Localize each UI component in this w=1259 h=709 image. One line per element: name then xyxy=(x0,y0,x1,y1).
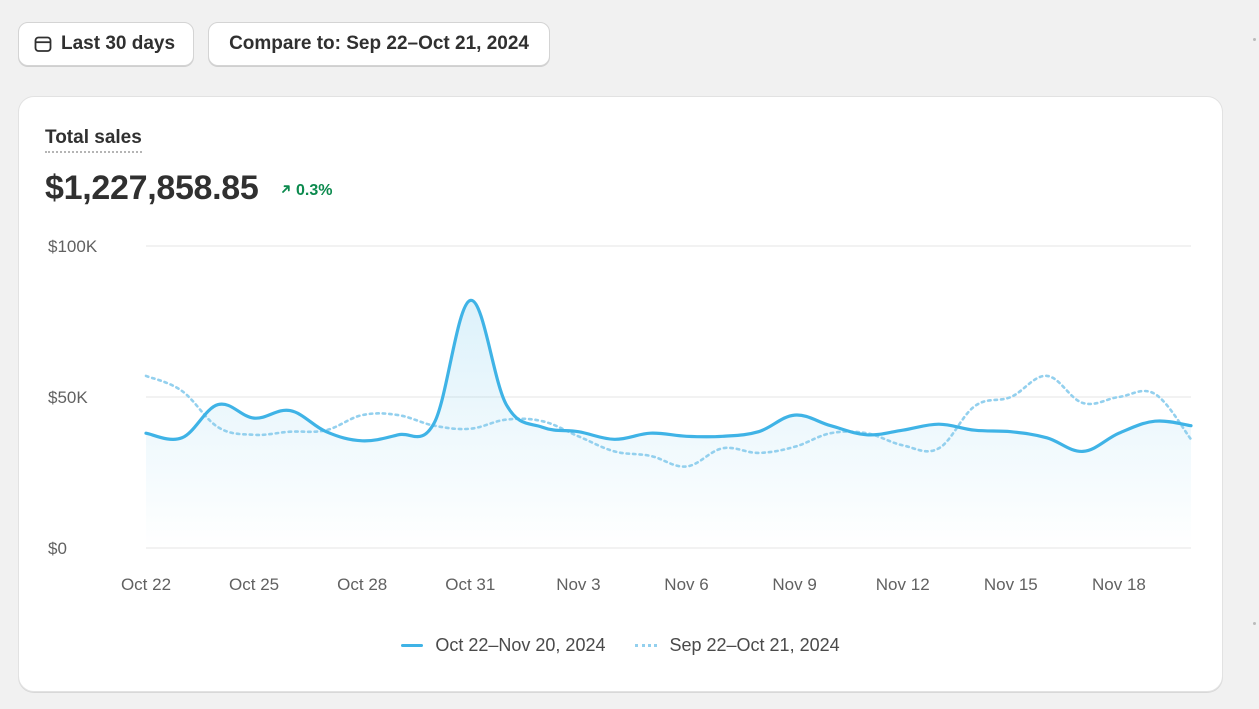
series-current-area xyxy=(146,300,1191,548)
series-current-line xyxy=(144,298,1193,454)
x-tick-label: Oct 25 xyxy=(229,575,279,594)
metric-value: $1,227,858.85 xyxy=(45,169,259,207)
metric-change-value: 0.3% xyxy=(296,182,333,199)
total-sales-card: Total sales $1,227,858.85 0.3% $0 $50K $10… xyxy=(18,96,1223,692)
edge-dot xyxy=(1253,38,1256,41)
edge-dot xyxy=(1253,622,1256,625)
date-range-button[interactable]: Last 30 days xyxy=(18,22,195,66)
legend-item-comparison[interactable]: Sep 22–Oct 21, 2024 xyxy=(635,635,840,656)
chart-legend: Oct 22–Nov 20, 2024 Sep 22–Oct 21, 2024 xyxy=(19,635,1222,656)
toolbar: Last 30 days Compare to: Sep 22–Oct 21, … xyxy=(18,22,550,66)
legend-item-current[interactable]: Oct 22–Nov 20, 2024 xyxy=(401,635,605,656)
x-tick-label: Oct 28 xyxy=(337,575,387,594)
metric-title[interactable]: Total sales xyxy=(45,127,142,153)
x-tick-label: Nov 6 xyxy=(664,575,708,594)
compare-label: Compare to: Sep 22–Oct 21, 2024 xyxy=(229,33,529,54)
y-tick-label: $100K xyxy=(48,237,98,256)
legend-swatch-dotted xyxy=(635,644,658,647)
x-tick-label: Nov 3 xyxy=(556,575,600,594)
y-tick-label: $0 xyxy=(48,539,67,558)
sales-line-chart: $0 $50K $100K Oct 22 Oct 25 Oct 28 Oct 31 Nov 3… xyxy=(48,237,1193,594)
x-tick-label: Oct 31 xyxy=(445,575,495,594)
metric-change: 0.3% xyxy=(280,182,332,200)
legend-label-comparison: Sep 22–Oct 21, 2024 xyxy=(669,635,840,655)
x-tick-label: Nov 9 xyxy=(772,575,816,594)
compare-button[interactable]: Compare to: Sep 22–Oct 21, 2024 xyxy=(208,22,550,66)
x-tick-label: Nov 18 xyxy=(1092,575,1146,594)
legend-swatch-solid xyxy=(401,644,424,647)
calendar-icon xyxy=(33,34,53,54)
date-range-label: Last 30 days xyxy=(61,33,176,54)
legend-label-current: Oct 22–Nov 20, 2024 xyxy=(435,635,606,655)
y-tick-label: $50K xyxy=(48,388,88,407)
x-tick-label: Nov 15 xyxy=(984,575,1038,594)
arrow-up-right-icon xyxy=(280,182,292,200)
x-tick-label: Oct 22 xyxy=(121,575,171,594)
x-tick-label: Nov 12 xyxy=(876,575,930,594)
